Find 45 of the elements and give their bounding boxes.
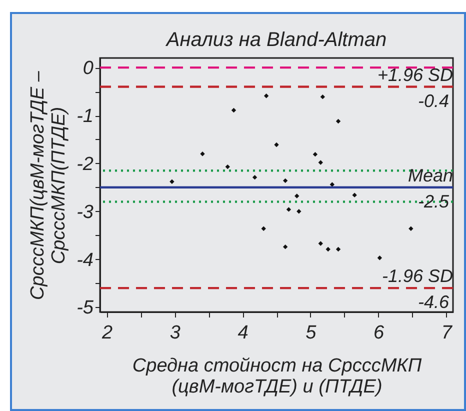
point xyxy=(282,244,288,250)
y-tick-label: -2 xyxy=(76,154,94,175)
point xyxy=(170,179,174,184)
point xyxy=(261,226,266,231)
point xyxy=(408,226,414,231)
point xyxy=(330,182,335,187)
x-tick-label: 2 xyxy=(101,322,113,344)
point xyxy=(282,178,288,184)
y-tick-label: -3 xyxy=(76,202,94,223)
y-axis-title: СрсссМКП(цвМ-могТДЕ – СрсссМКП(ПТДЕ) xyxy=(28,70,70,300)
point xyxy=(225,164,230,170)
point xyxy=(296,209,302,214)
x-tick-label: 6 xyxy=(374,322,385,344)
x-tick-label: 5 xyxy=(306,322,317,344)
point xyxy=(336,246,341,252)
point xyxy=(318,241,323,246)
point xyxy=(286,207,292,212)
point xyxy=(320,94,326,100)
ref-line-label: Mean xyxy=(408,165,453,186)
annotation: -4.6 xyxy=(418,292,450,312)
x-tick-label: 4 xyxy=(238,322,248,344)
point xyxy=(326,246,330,252)
point xyxy=(294,194,300,198)
annotation: -0.4 xyxy=(418,90,449,111)
point xyxy=(377,256,382,260)
y-tick-label: -1 xyxy=(76,106,94,128)
point xyxy=(252,174,258,180)
point xyxy=(336,118,341,124)
point xyxy=(264,94,269,98)
annotation: -2.5 xyxy=(418,191,450,212)
chart-title: Анализ на Bland-Altman xyxy=(165,29,387,51)
point xyxy=(352,192,357,198)
x-tick-label: 3 xyxy=(170,322,181,344)
point xyxy=(274,142,279,148)
point xyxy=(200,152,205,156)
y-tick-label: -5 xyxy=(76,298,94,319)
point xyxy=(318,160,323,165)
point xyxy=(231,108,236,113)
x-tick-label: 7 xyxy=(441,322,454,344)
ref-line-label: +1.96 SD xyxy=(377,64,453,85)
y-tick-label: -4 xyxy=(76,250,94,271)
y-tick-label: 0 xyxy=(82,58,94,80)
ref-line-label: -1.96 SD xyxy=(382,266,453,286)
x-axis-title: Средна стойност на СрсссМКП (цвМ-могТДЕ) и (ПТДЕ) xyxy=(132,356,422,398)
point xyxy=(312,152,318,157)
